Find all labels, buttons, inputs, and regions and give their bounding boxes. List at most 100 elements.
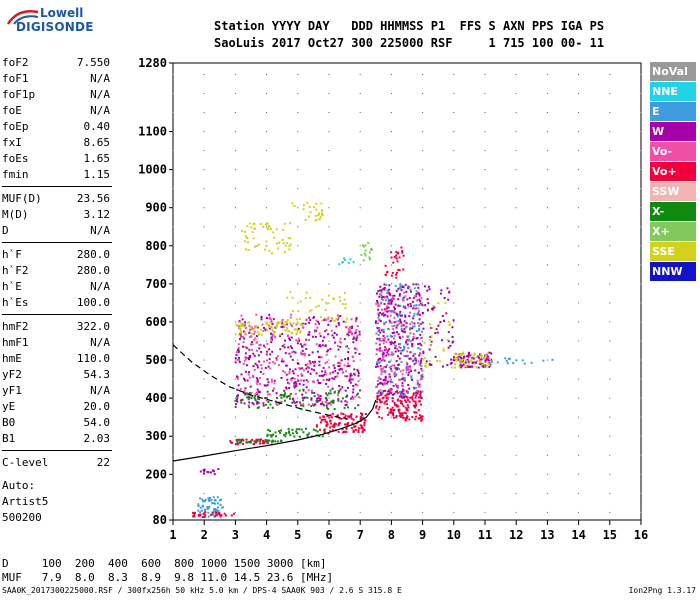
echo-point xyxy=(302,405,305,408)
echo-point xyxy=(346,365,349,368)
echo-point xyxy=(281,238,284,241)
echo-point xyxy=(442,349,445,352)
echo-point xyxy=(290,379,293,382)
echo-point xyxy=(396,391,399,394)
echo-point xyxy=(209,497,212,500)
echo-point xyxy=(258,377,261,380)
echo-point xyxy=(267,226,270,229)
echo-point xyxy=(407,346,410,349)
auto-label: Auto: xyxy=(2,479,36,492)
echo-point xyxy=(334,341,337,344)
echo-point xyxy=(337,398,340,401)
echo-point xyxy=(265,329,268,332)
echo-point xyxy=(313,330,316,333)
echo-point xyxy=(376,398,379,401)
echo-point xyxy=(315,343,318,346)
echo-point xyxy=(394,284,397,287)
param-separator xyxy=(2,186,112,187)
echo-point xyxy=(338,340,341,343)
echo-point xyxy=(351,395,354,398)
echo-point xyxy=(291,325,294,328)
grid-dot xyxy=(453,416,455,418)
echo-point xyxy=(294,392,297,395)
echo-point xyxy=(406,363,409,366)
echo-point xyxy=(404,406,407,409)
echo-point xyxy=(329,392,332,395)
echo-point xyxy=(307,403,310,406)
echo-point xyxy=(302,403,305,406)
echo-point xyxy=(358,352,361,355)
echo-point xyxy=(460,354,463,357)
grid-dot xyxy=(515,226,517,228)
grid-dot xyxy=(203,226,205,228)
echo-point xyxy=(338,296,341,299)
echo-point xyxy=(415,304,418,307)
echo-point xyxy=(383,302,386,305)
echo-point xyxy=(404,417,407,420)
grid-dot xyxy=(234,321,236,323)
echo-point xyxy=(357,427,360,430)
echo-point xyxy=(405,322,408,325)
echo-point xyxy=(406,354,409,357)
echo-point xyxy=(384,375,387,378)
param-row: B1 2.03 xyxy=(2,431,110,447)
echo-point xyxy=(257,398,260,401)
grid-dot xyxy=(453,302,455,304)
echo-point xyxy=(260,351,263,354)
echo-point xyxy=(317,397,320,400)
echo-point xyxy=(409,332,412,335)
echo-point xyxy=(239,439,242,442)
echo-point xyxy=(247,241,250,244)
echo-point xyxy=(293,205,296,208)
echo-point xyxy=(342,320,345,323)
echo-point xyxy=(420,376,423,379)
echo-point xyxy=(401,414,404,417)
echo-point xyxy=(392,342,395,345)
echo-point xyxy=(376,348,379,351)
echo-point xyxy=(397,349,400,352)
echo-point xyxy=(251,231,254,234)
echo-point xyxy=(404,305,407,308)
echo-point xyxy=(379,289,382,292)
echo-point xyxy=(393,310,396,313)
echo-point xyxy=(375,332,378,335)
echo-point xyxy=(379,331,382,334)
echo-point xyxy=(291,351,294,354)
echo-point xyxy=(368,258,371,261)
echo-point xyxy=(246,379,249,382)
echo-point xyxy=(290,336,293,339)
y-tick-label: 800 xyxy=(145,239,167,253)
echo-point xyxy=(289,355,292,358)
echo-point xyxy=(265,397,268,400)
grid-dot xyxy=(609,416,611,418)
echo-point xyxy=(383,339,386,342)
echo-point xyxy=(414,369,417,372)
grid-dot xyxy=(266,207,268,209)
echo-point xyxy=(277,247,280,250)
echo-point xyxy=(386,297,389,300)
echo-point xyxy=(430,327,433,330)
echo-point xyxy=(324,370,327,373)
echo-point xyxy=(332,401,335,404)
echo-point xyxy=(404,326,407,329)
grid-dot xyxy=(422,150,424,152)
echo-point xyxy=(199,511,202,514)
echo-point xyxy=(409,302,412,305)
echo-point xyxy=(262,439,265,442)
echo-point xyxy=(300,373,303,376)
echo-point xyxy=(307,432,310,435)
grid-dot xyxy=(578,359,580,361)
echo-point xyxy=(315,397,318,400)
echo-point xyxy=(382,295,385,298)
echo-point xyxy=(378,348,381,351)
echo-point xyxy=(412,332,415,335)
echo-point xyxy=(390,343,393,346)
grid-dot xyxy=(546,92,548,94)
grid-dot xyxy=(640,340,642,342)
grid-dot xyxy=(359,454,361,456)
echo-point xyxy=(239,328,242,331)
echo-point xyxy=(398,342,401,345)
echo-point xyxy=(471,356,474,359)
echo-point xyxy=(256,382,259,385)
echo-point xyxy=(249,441,252,444)
